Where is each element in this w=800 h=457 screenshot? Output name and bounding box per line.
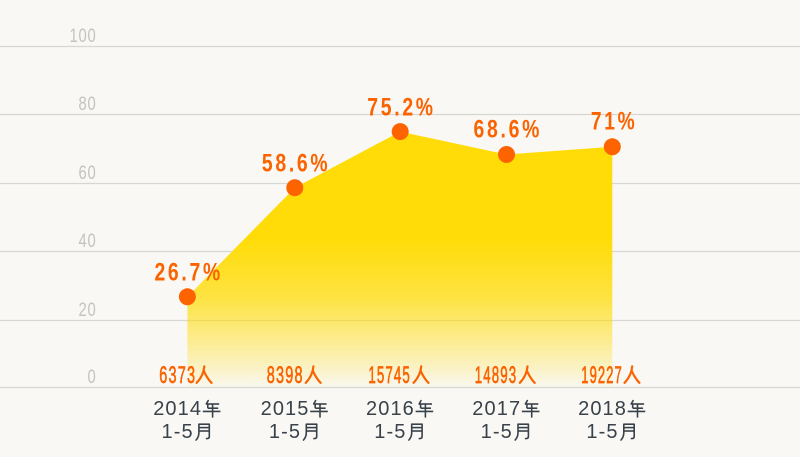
svg-text:2014: 2014 (153, 398, 202, 420)
svg-text:1-5: 1-5 (269, 421, 301, 443)
svg-text:0: 0 (88, 366, 97, 388)
svg-text:1-5: 1-5 (586, 421, 618, 443)
svg-text:58.6%: 58.6% (262, 150, 331, 178)
svg-text:100: 100 (70, 25, 97, 47)
svg-text:80: 80 (79, 93, 97, 115)
svg-text:75.2%: 75.2% (367, 93, 436, 121)
svg-text:71%: 71% (591, 107, 638, 135)
svg-text:8398: 8398 (267, 362, 304, 389)
svg-text:20: 20 (79, 299, 97, 321)
svg-text:19227: 19227 (581, 362, 623, 389)
svg-text:1-5: 1-5 (481, 421, 513, 443)
svg-text:2017: 2017 (472, 398, 521, 420)
svg-text:1-5: 1-5 (374, 421, 406, 443)
svg-text:14893: 14893 (475, 362, 518, 389)
svg-text:26.7%: 26.7% (154, 259, 223, 287)
svg-text:68.6%: 68.6% (474, 116, 543, 144)
svg-text:1-5: 1-5 (162, 421, 194, 443)
svg-text:2016: 2016 (366, 398, 415, 420)
svg-text:60: 60 (79, 162, 97, 184)
svg-text:2015: 2015 (261, 398, 310, 420)
svg-text:15745: 15745 (368, 362, 411, 389)
svg-text:2018: 2018 (578, 398, 627, 420)
svg-text:6373: 6373 (159, 362, 196, 389)
svg-text:40: 40 (79, 230, 97, 252)
